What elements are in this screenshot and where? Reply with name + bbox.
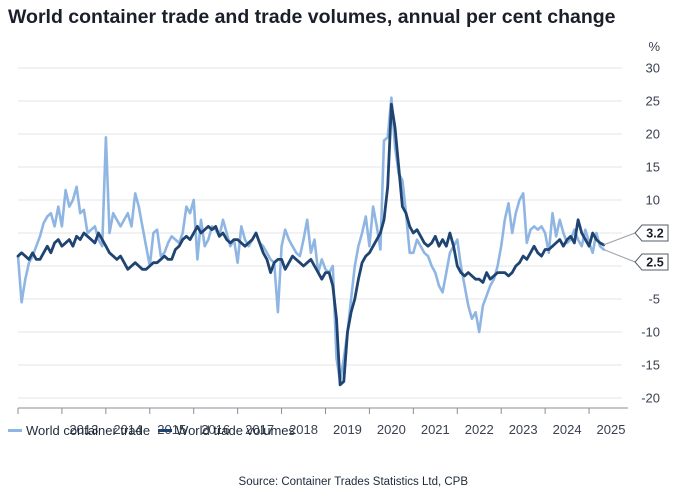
gridlines [18, 67, 622, 399]
legend: World container trade World trade volume… [8, 423, 303, 438]
x-tick-label: 2019 [333, 422, 362, 437]
x-tick-label: 2024 [553, 422, 582, 437]
y-tick-label: -10 [641, 325, 660, 340]
x-tick-label: 2018 [289, 422, 318, 437]
x-tick-label: 2016 [201, 422, 230, 437]
y-tick-label: 20 [646, 127, 660, 142]
callout-box [634, 224, 669, 242]
series-lines [16, 96, 606, 387]
legend-item-container-trade: World container trade [8, 423, 150, 438]
legend-swatch-trade-volumes [158, 429, 173, 432]
y-tick-label: 25 [646, 94, 660, 109]
source-note: Source: Container Trades Statistics Ltd,… [238, 476, 468, 488]
y-axis: -20-15-10-5051015202530% [641, 39, 660, 406]
callout-label: 2.5 [646, 256, 663, 270]
callout-box [634, 253, 669, 271]
x-tick-label: 2023 [509, 422, 538, 437]
y-tick-label: 10 [646, 193, 660, 208]
legend-label-container-trade: World container trade [26, 423, 151, 438]
callout-label: 3.2 [646, 227, 663, 241]
legend-label-trade-volumes: World trade volumes [176, 423, 296, 438]
y-tick-label: -5 [648, 292, 660, 307]
y-tick-label: -20 [641, 391, 660, 406]
x-axis: 2013201420152016201720182019202020212022… [17, 407, 628, 437]
callout-connector [603, 249, 636, 263]
callout-connector [603, 232, 636, 246]
y-axis-unit: % [648, 39, 660, 54]
x-tick-label: 2020 [377, 422, 406, 437]
x-tick-label: 2017 [245, 422, 274, 437]
x-tick-label: 2021 [421, 422, 450, 437]
y-tick-label: 30 [646, 61, 660, 76]
x-tick-label: 2022 [465, 422, 494, 437]
legend-item-trade-volumes: World trade volumes [158, 423, 295, 438]
legend-swatch-container-trade [8, 429, 22, 432]
x-tick-label: 2013 [69, 422, 98, 437]
x-tick-label: 2025 [597, 422, 626, 437]
series-line-trade-volumes [16, 102, 606, 387]
value-callouts: 3.2 2.5 [603, 224, 669, 271]
x-tick-label: 2014 [113, 422, 142, 437]
y-tick-label: 15 [646, 160, 660, 175]
series-line-container-trade [16, 96, 605, 383]
y-tick-label: -15 [641, 358, 660, 373]
chart-title: World container trade and trade volumes,… [8, 6, 616, 28]
